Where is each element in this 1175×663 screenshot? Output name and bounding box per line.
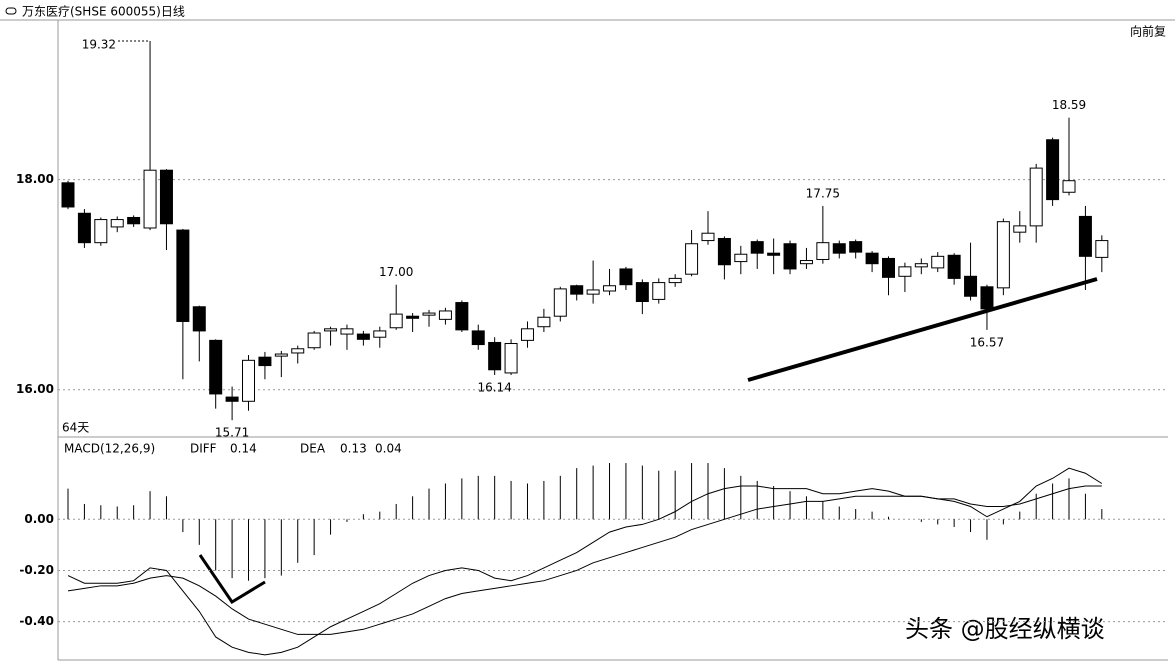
- candle-body: [324, 328, 338, 332]
- candle-body: [570, 285, 584, 295]
- candle-body: [586, 289, 600, 295]
- high-label: 17.75: [806, 186, 840, 200]
- y-tick-label: 0.00: [24, 512, 54, 526]
- candle-body: [750, 241, 764, 254]
- candle-body: [488, 341, 502, 371]
- candle-body: [1062, 180, 1076, 193]
- candle-body: [668, 277, 682, 284]
- window-icon: [5, 7, 17, 15]
- candle-body: [242, 359, 256, 402]
- legend-value: 0.04: [375, 442, 402, 456]
- macd-title: MACD(12,26,9): [64, 442, 155, 456]
- candle-body: [783, 243, 797, 270]
- candle-body: [274, 353, 288, 357]
- candle-body: [1013, 225, 1027, 233]
- candle-body: [685, 243, 699, 275]
- candle-body: [159, 169, 173, 225]
- y-tick-label: -0.40: [19, 614, 54, 628]
- candle-body: [307, 332, 321, 349]
- candle-body: [717, 237, 731, 266]
- candle-body: [1095, 240, 1109, 258]
- candle-body: [1078, 215, 1092, 257]
- candle-body: [767, 252, 781, 256]
- candle-body: [832, 243, 846, 254]
- legend-value: 0.14: [230, 442, 257, 456]
- candle-body: [340, 328, 354, 335]
- candle-body: [406, 315, 420, 319]
- candle-body: [947, 254, 961, 279]
- legend-value: 0.13: [340, 442, 367, 456]
- legend-name: DEA: [300, 442, 326, 456]
- window-title: 万东医疗(SHSE 600055)日线: [22, 5, 185, 19]
- candle-body: [455, 302, 469, 331]
- adjust-label: 向前复: [1130, 24, 1166, 39]
- candle-body: [291, 348, 305, 354]
- candle-body: [964, 275, 978, 297]
- candle-body: [816, 242, 830, 260]
- watermark: 头条 @股经纵横谈: [905, 615, 1105, 643]
- candle-body: [77, 212, 91, 244]
- candle-body: [799, 260, 813, 265]
- y-tick-label: 18.00: [16, 172, 54, 186]
- legend-name: DIFF: [190, 442, 217, 456]
- candle-body: [471, 330, 485, 346]
- low-label: 15.71: [215, 426, 249, 440]
- low-label: 16.57: [970, 335, 1004, 349]
- candle-body: [94, 219, 108, 244]
- candle-body: [652, 282, 666, 300]
- candle-body: [438, 310, 452, 320]
- candle-body: [537, 316, 551, 328]
- candle-body: [422, 312, 436, 316]
- candle-body: [849, 241, 863, 253]
- macd-line: [67, 485, 1102, 635]
- candle-body: [209, 339, 223, 395]
- high-label: 18.59: [1052, 98, 1086, 112]
- candle-body: [603, 285, 617, 292]
- y-tick-label: -0.20: [19, 563, 54, 577]
- macd-trend-line: [198, 554, 266, 605]
- high-label: 17.00: [379, 265, 413, 279]
- y-tick-label: 16.00: [16, 382, 54, 396]
- candle-body: [110, 219, 124, 228]
- candle-body: [504, 343, 518, 374]
- low-label: 16.14: [477, 381, 511, 395]
- candle-body: [865, 252, 879, 265]
- candle-body: [914, 263, 928, 268]
- candle-body: [127, 216, 141, 225]
- candle-body: [619, 268, 633, 286]
- candle-body: [520, 328, 534, 341]
- candle-body: [882, 257, 895, 278]
- candle-body: [389, 313, 403, 329]
- candle-body: [980, 286, 994, 310]
- candle-body: [176, 229, 190, 322]
- candle-body: [258, 356, 272, 367]
- candle-body: [996, 221, 1010, 289]
- candle-body: [192, 306, 206, 332]
- candle-body: [356, 333, 370, 340]
- candle-body: [931, 255, 945, 269]
- trend-line: [747, 277, 1098, 382]
- candle-body: [701, 232, 715, 242]
- candle-body: [1029, 167, 1043, 227]
- candle-body: [898, 266, 912, 277]
- candle-body: [143, 169, 157, 229]
- candle-body: [225, 396, 239, 402]
- candle-body: [734, 253, 748, 263]
- high-label: 19.32: [82, 38, 116, 52]
- period-label: 64天: [62, 421, 89, 435]
- candle-body: [1046, 139, 1060, 201]
- candle-body: [635, 282, 649, 303]
- candle-body: [553, 288, 567, 317]
- candle-body: [373, 330, 387, 338]
- macd-legend: MACD(12,26,9) DIFF 0.14 DEA 0.13 0.04: [64, 442, 402, 456]
- candle-body: [61, 182, 75, 208]
